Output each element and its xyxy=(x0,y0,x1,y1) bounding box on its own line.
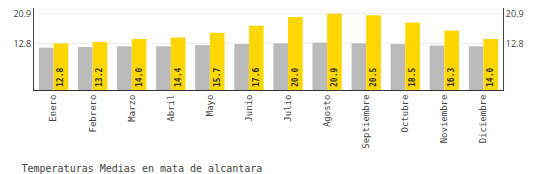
svg-text:Mayo: Mayo xyxy=(205,95,215,117)
svg-text:Octubre: Octubre xyxy=(400,95,410,133)
svg-text:17.6: 17.6 xyxy=(252,68,261,87)
svg-text:12.8: 12.8 xyxy=(13,37,31,50)
svg-text:Julio: Julio xyxy=(283,95,293,122)
svg-text:Diciembre: Diciembre xyxy=(478,95,488,144)
svg-text:Febrero: Febrero xyxy=(88,95,98,133)
svg-text:13.2: 13.2 xyxy=(95,68,104,87)
svg-text:14.0: 14.0 xyxy=(135,68,144,87)
svg-text:14.4: 14.4 xyxy=(174,68,183,87)
svg-text:20.9: 20.9 xyxy=(13,7,31,20)
svg-text:Marzo: Marzo xyxy=(127,95,137,122)
svg-text:20.0: 20.0 xyxy=(291,68,300,87)
svg-text:18.5: 18.5 xyxy=(408,68,417,87)
svg-text:12.8: 12.8 xyxy=(506,37,524,50)
svg-text:Agosto: Agosto xyxy=(322,95,332,128)
svg-text:12.8: 12.8 xyxy=(56,68,65,87)
svg-text:20.9: 20.9 xyxy=(506,7,524,20)
svg-text:15.7: 15.7 xyxy=(213,68,222,87)
svg-text:Noviembre: Noviembre xyxy=(439,95,449,144)
svg-text:20.5: 20.5 xyxy=(369,68,378,87)
svg-text:Enero: Enero xyxy=(48,95,58,122)
svg-text:Junio: Junio xyxy=(244,95,254,122)
svg-text:20.9: 20.9 xyxy=(330,68,339,87)
svg-text:16.3: 16.3 xyxy=(447,68,456,87)
svg-text:Septiembre: Septiembre xyxy=(361,95,371,149)
svg-text:Abril: Abril xyxy=(166,95,176,122)
svg-text:14.0: 14.0 xyxy=(486,68,495,87)
svg-text:Temperaturas Medias en mata de: Temperaturas Medias en mata de alcantara xyxy=(21,163,262,174)
